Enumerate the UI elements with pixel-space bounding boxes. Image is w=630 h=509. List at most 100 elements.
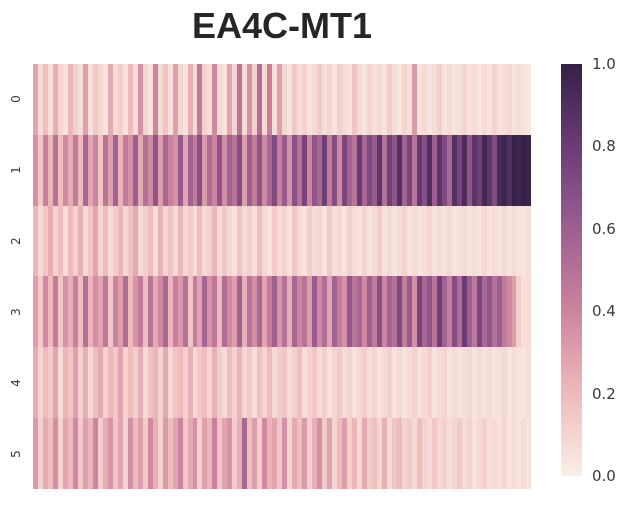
heatmap-cell: [147, 205, 153, 277]
heatmap-cell: [177, 276, 183, 348]
heatmap-cell: [62, 64, 68, 135]
heatmap-cell: [212, 347, 218, 419]
heatmap-cell: [142, 64, 148, 135]
heatmap-cell: [137, 64, 143, 135]
heatmap-cell: [426, 64, 432, 135]
heatmap-cell: [496, 418, 502, 489]
heatmap-cell: [436, 134, 442, 206]
heatmap-cell: [521, 205, 527, 277]
heatmap-cell: [327, 134, 333, 206]
heatmap-cell: [466, 418, 472, 489]
heatmap-cell: [521, 276, 527, 348]
heatmap-cell: [162, 347, 168, 419]
heatmap-cell: [242, 347, 248, 419]
heatmap-cell: [72, 347, 78, 419]
heatmap-cell: [147, 64, 153, 135]
heatmap-cell: [322, 276, 328, 348]
heatmap-cell: [127, 64, 133, 135]
heatmap-cell: [292, 64, 298, 135]
heatmap-cell: [352, 134, 357, 206]
heatmap-cell: [366, 64, 372, 135]
heatmap-cell: [112, 64, 118, 135]
heatmap-cell: [157, 418, 163, 489]
heatmap-cell: [411, 134, 417, 206]
heatmap-cell: [142, 418, 148, 489]
heatmap-cell: [232, 276, 238, 348]
colorbar-tick-label: 0.8: [592, 137, 616, 156]
heatmap-cell: [446, 205, 452, 277]
heatmap-cell: [312, 276, 318, 348]
heatmap-cell: [386, 276, 392, 348]
heatmap-cell: [302, 276, 308, 348]
heatmap-cell: [177, 134, 183, 206]
heatmap-cell: [267, 418, 273, 489]
heatmap-cell: [486, 276, 492, 348]
y-tick-label: 1: [9, 166, 23, 175]
y-tick-label: 0: [9, 95, 23, 104]
heatmap-cell: [42, 418, 48, 489]
heatmap-cell: [302, 418, 308, 489]
heatmap-cell: [172, 64, 178, 135]
heatmap-cell: [327, 418, 333, 489]
heatmap-cell: [192, 418, 198, 489]
heatmap-cell: [227, 418, 233, 489]
heatmap-cell: [127, 205, 133, 277]
heatmap-cell: [257, 134, 263, 206]
heatmap-cell: [37, 134, 43, 206]
heatmap-cell: [466, 347, 472, 419]
heatmap-cell: [227, 64, 233, 135]
heatmap-cell: [396, 205, 402, 277]
heatmap-cell: [486, 64, 492, 135]
heatmap-cell: [347, 418, 352, 489]
heatmap-cell: [102, 347, 108, 419]
chart-title: EA4C-MT1: [191, 5, 373, 46]
heatmap-cell: [456, 64, 462, 135]
heatmap-cell: [501, 205, 507, 277]
heatmap-cell: [52, 64, 58, 135]
heatmap-cell: [212, 134, 218, 206]
heatmap-cell: [481, 418, 487, 489]
heatmap-cell: [232, 347, 238, 419]
heatmap-cell: [72, 205, 78, 277]
heatmap-cell: [122, 205, 128, 277]
heatmap-cell: [112, 276, 118, 348]
heatmap-cell: [456, 347, 462, 419]
heatmap-cell: [257, 347, 263, 419]
heatmap-cell: [282, 347, 288, 419]
heatmap-cell: [72, 134, 78, 206]
heatmap-cell: [476, 276, 482, 348]
heatmap-cell: [302, 205, 308, 277]
heatmap-cell: [117, 205, 123, 277]
heatmap-cell: [177, 347, 183, 419]
heatmap-cell: [242, 276, 248, 348]
heatmap-cell: [371, 418, 377, 489]
heatmap-cell: [167, 205, 173, 277]
heatmap-cell: [52, 134, 58, 206]
heatmap-cell: [426, 205, 432, 277]
heatmap-cell: [356, 134, 362, 206]
heatmap-cell: [451, 418, 457, 489]
heatmap-cell: [172, 276, 178, 348]
heatmap-cell: [342, 418, 348, 489]
colorbar-tick-label: 0.2: [592, 384, 616, 403]
heatmap-cell: [361, 276, 367, 348]
heatmap-cell: [401, 418, 407, 489]
heatmap-cell: [207, 276, 213, 348]
heatmap-cell: [332, 64, 338, 135]
heatmap-cell: [77, 347, 83, 419]
heatmap-cell: [187, 347, 193, 419]
heatmap-cell: [212, 205, 218, 277]
heatmap-cell: [292, 205, 298, 277]
heatmap-cell: [182, 418, 188, 489]
heatmap-cell: [67, 134, 73, 206]
heatmap-cell: [381, 205, 387, 277]
heatmap-cell: [277, 276, 283, 348]
heatmap-cell: [267, 276, 273, 348]
heatmap-cell: [361, 418, 367, 489]
heatmap-cell: [257, 64, 263, 135]
heatmap-cell: [267, 134, 273, 206]
heatmap-cell: [192, 276, 198, 348]
heatmap-cell: [416, 347, 422, 419]
heatmap-cell: [232, 205, 238, 277]
heatmap-cell: [33, 134, 38, 206]
